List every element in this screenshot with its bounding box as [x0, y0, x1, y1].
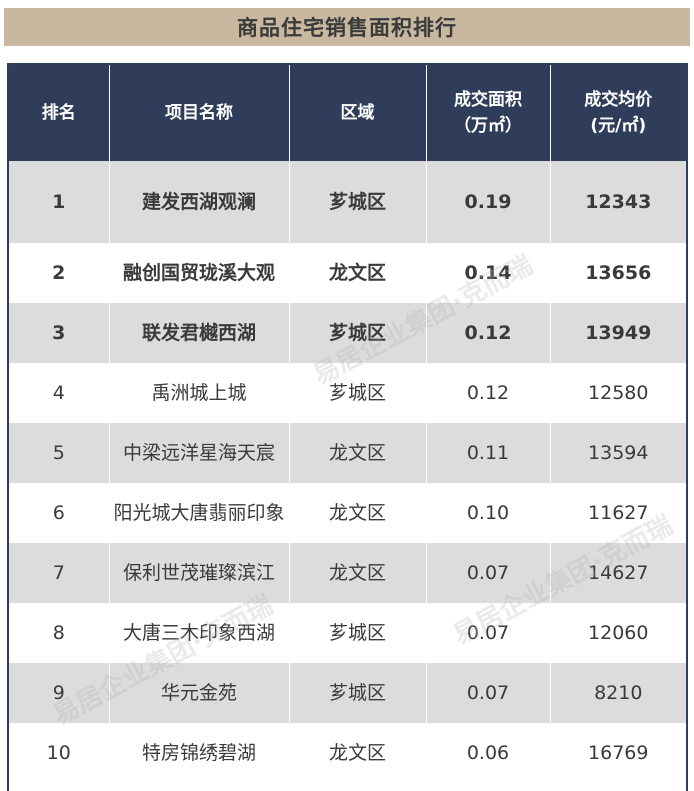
cell-area: 0.12: [426, 303, 551, 363]
cell-project-name: 建发西湖观澜: [109, 161, 290, 243]
cell-rank: 2: [9, 243, 110, 303]
cell-area: 0.11: [426, 423, 551, 483]
page-title: 商品住宅销售面积排行: [4, 8, 690, 46]
cell-price: 12060: [550, 603, 686, 663]
cell-rank: 5: [9, 423, 110, 483]
cell-district: 芗城区: [289, 363, 427, 423]
header-district: 区域: [289, 65, 427, 161]
cell-price: 8210: [550, 663, 686, 723]
table-row: 6 阳光城大唐翡丽印象 龙文区 0.10 11627: [9, 483, 686, 543]
cell-area: 0.10: [426, 483, 551, 543]
cell-project-name: 华元金苑: [109, 663, 290, 723]
cell-rank: 9: [9, 663, 110, 723]
cell-project-name: 中梁远洋星海天宸: [109, 423, 290, 483]
cell-rank: 7: [9, 543, 110, 603]
cell-district: 龙文区: [289, 243, 427, 303]
cell-price: 11627: [550, 483, 686, 543]
cell-price: 12580: [550, 363, 686, 423]
cell-rank: 3: [9, 303, 110, 363]
cell-project-name: 阳光城大唐翡丽印象: [109, 483, 290, 543]
header-area: 成交面积 （万㎡）: [426, 65, 551, 161]
cell-price: 13656: [550, 243, 686, 303]
cell-price: 16769: [550, 723, 686, 783]
cell-area: 0.12: [426, 363, 551, 423]
table-row: 8 大唐三木印象西湖 芗城区 0.07 12060: [9, 603, 686, 663]
cell-area: 0.07: [426, 663, 551, 723]
cell-rank: 1: [9, 161, 110, 243]
cell-rank: 6: [9, 483, 110, 543]
cell-district: 龙文区: [289, 723, 427, 783]
cell-area: 0.07: [426, 603, 551, 663]
cell-price: 13594: [550, 423, 686, 483]
table-row: 5 中梁远洋星海天宸 龙文区 0.11 13594: [9, 423, 686, 483]
cell-price: 14627: [550, 543, 686, 603]
table-row: 2 融创国贸珑溪大观 龙文区 0.14 13656: [9, 243, 686, 303]
table-row: 9 华元金苑 芗城区 0.07 8210: [9, 663, 686, 723]
cell-district: 芗城区: [289, 161, 427, 243]
cell-district: 芗城区: [289, 303, 427, 363]
table-row: 1 建发西湖观澜 芗城区 0.19 12343: [9, 161, 686, 243]
table-row: 7 保利世茂璀璨滨江 龙文区 0.07 14627: [9, 543, 686, 603]
cell-project-name: 保利世茂璀璨滨江: [109, 543, 290, 603]
cell-district: 芗城区: [289, 663, 427, 723]
cell-district: 龙文区: [289, 543, 427, 603]
cell-project-name: 联发君樾西湖: [109, 303, 290, 363]
header-project-name: 项目名称: [109, 65, 290, 161]
table-row: 4 禹洲城上城 芗城区 0.12 12580: [9, 363, 686, 423]
ranking-table-frame: 排名 项目名称 区域 成交面积 （万㎡） 成交均价 (元/㎡) 1 建发西湖观澜 芗…: [7, 63, 688, 791]
cell-rank: 8: [9, 603, 110, 663]
table-row: 10 特房锦绣碧湖 龙文区 0.06 16769: [9, 723, 686, 783]
cell-rank: 10: [9, 723, 110, 783]
cell-project-name: 禹洲城上城: [109, 363, 290, 423]
cell-district: 龙文区: [289, 423, 427, 483]
cell-price: 13949: [550, 303, 686, 363]
header-price: 成交均价 (元/㎡): [550, 65, 686, 161]
cell-district: 龙文区: [289, 483, 427, 543]
cell-project-name: 特房锦绣碧湖: [109, 723, 290, 783]
cell-area: 0.07: [426, 543, 551, 603]
cell-area: 0.14: [426, 243, 551, 303]
cell-rank: 4: [9, 363, 110, 423]
cell-area: 0.06: [426, 723, 551, 783]
table-row: 3 联发君樾西湖 芗城区 0.12 13949: [9, 303, 686, 363]
cell-price: 12343: [550, 161, 686, 243]
header-rank: 排名: [9, 65, 110, 161]
cell-district: 芗城区: [289, 603, 427, 663]
cell-area: 0.19: [426, 161, 551, 243]
cell-project-name: 大唐三木印象西湖: [109, 603, 290, 663]
table-header-row: 排名 项目名称 区域 成交面积 （万㎡） 成交均价 (元/㎡): [9, 65, 686, 161]
cell-project-name: 融创国贸珑溪大观: [109, 243, 290, 303]
ranking-table: 排名 项目名称 区域 成交面积 （万㎡） 成交均价 (元/㎡) 1 建发西湖观澜 芗…: [9, 65, 686, 783]
